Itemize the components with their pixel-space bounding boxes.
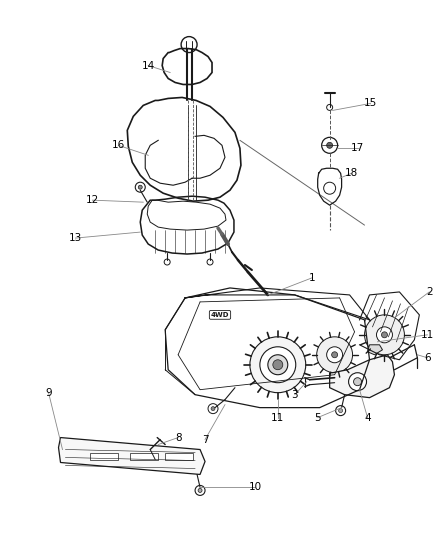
Bar	[132, 451, 140, 457]
Text: 17: 17	[351, 143, 364, 154]
Circle shape	[339, 409, 343, 413]
Circle shape	[138, 185, 142, 189]
Circle shape	[198, 488, 202, 492]
Circle shape	[327, 347, 343, 363]
Circle shape	[273, 360, 283, 370]
Text: 13: 13	[69, 233, 82, 243]
Text: 11: 11	[271, 413, 284, 423]
Circle shape	[381, 332, 388, 338]
Text: 18: 18	[345, 168, 358, 178]
Circle shape	[327, 104, 332, 110]
Polygon shape	[367, 345, 382, 355]
Circle shape	[208, 403, 218, 414]
Text: 9: 9	[45, 387, 52, 398]
Text: 12: 12	[86, 195, 99, 205]
Text: 7: 7	[202, 434, 208, 445]
Text: 6: 6	[424, 353, 431, 363]
Circle shape	[260, 347, 296, 383]
Circle shape	[317, 337, 353, 373]
Circle shape	[364, 315, 404, 355]
Text: 2: 2	[426, 287, 433, 297]
Polygon shape	[330, 355, 395, 398]
Bar	[165, 453, 193, 461]
Circle shape	[324, 182, 336, 194]
Text: 4WD: 4WD	[211, 312, 229, 318]
Circle shape	[377, 327, 392, 343]
Circle shape	[207, 259, 213, 265]
Bar	[130, 453, 158, 461]
Circle shape	[164, 259, 170, 265]
Text: 5: 5	[314, 413, 321, 423]
Text: 16: 16	[112, 140, 125, 150]
Circle shape	[250, 337, 306, 393]
Circle shape	[211, 407, 215, 410]
Text: 15: 15	[364, 99, 377, 108]
Text: 11: 11	[421, 330, 434, 340]
Circle shape	[336, 406, 346, 416]
Circle shape	[195, 486, 205, 495]
Text: 1: 1	[308, 273, 315, 283]
Text: 8: 8	[175, 433, 181, 442]
Circle shape	[349, 373, 367, 391]
Text: 4: 4	[364, 413, 371, 423]
Circle shape	[135, 182, 145, 192]
Bar	[90, 453, 118, 461]
Text: 3: 3	[291, 390, 298, 400]
Circle shape	[332, 352, 338, 358]
Circle shape	[353, 378, 361, 386]
Text: 10: 10	[248, 482, 261, 492]
Polygon shape	[59, 438, 205, 474]
Circle shape	[321, 138, 338, 154]
Circle shape	[327, 142, 332, 148]
Circle shape	[268, 355, 288, 375]
Text: 14: 14	[141, 61, 155, 70]
